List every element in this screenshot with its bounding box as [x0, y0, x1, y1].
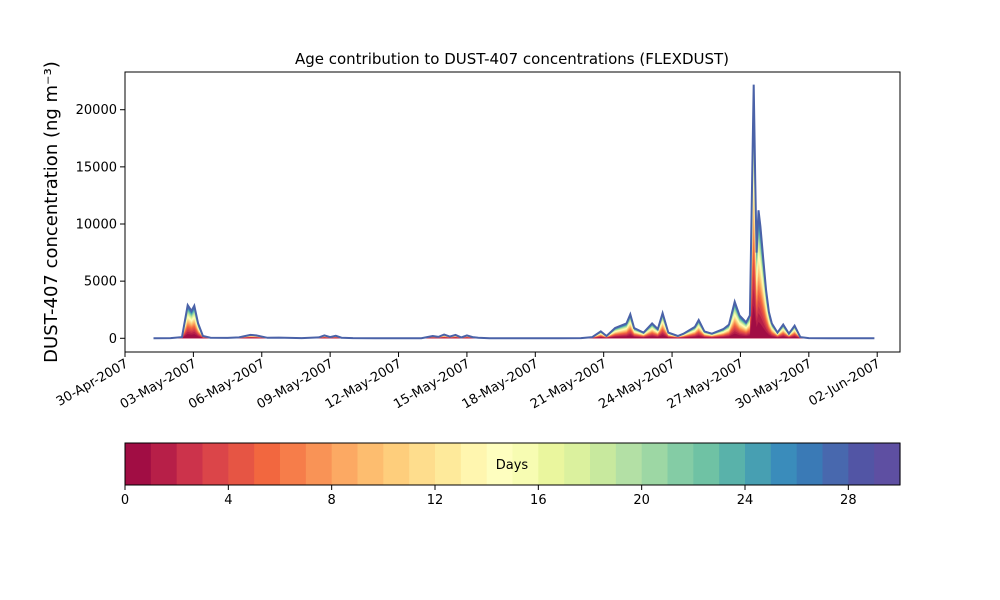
colorbar-tick-label: 8: [328, 493, 336, 508]
colorbar-cell: [228, 443, 255, 485]
y-axis-label: DUST-407 concentration (ng m⁻³): [41, 61, 62, 363]
colorbar-ticks: 0 4 8 12 16 20 24 28: [121, 485, 857, 508]
colorbar-tick-label: 0: [121, 493, 129, 508]
chart-title: Age contribution to DUST-407 concentrati…: [295, 50, 729, 68]
y-tick-label: 5000: [84, 275, 117, 290]
y-tick-label: 10000: [76, 218, 117, 233]
x-tick-label: 02-Jun-2007: [806, 356, 883, 409]
y-axis: 0 5000 10000 15000 20000: [76, 103, 125, 347]
colorbar-cell: [460, 443, 488, 485]
y-tick-label: 20000: [76, 103, 117, 118]
x-tick-label: 12-May-2007: [323, 356, 405, 412]
colorbar-cell: [693, 443, 720, 485]
colorbar-cell: [564, 443, 591, 485]
colorbar-tick-label: 28: [840, 493, 857, 508]
colorbar-cell: [202, 443, 229, 485]
colorbar-cell: [538, 443, 565, 485]
colorbar-cell: [796, 443, 824, 485]
colorbar-label: Days: [496, 458, 529, 473]
colorbar-cell: [745, 443, 772, 485]
x-tick-label: 06-May-2007: [186, 356, 268, 412]
x-tick-label: 15-May-2007: [391, 356, 473, 412]
colorbar-cell: [719, 443, 746, 485]
plot-area: [153, 84, 875, 340]
colorbar-cell: [770, 443, 798, 485]
x-tick-label: 27-May-2007: [665, 356, 747, 412]
colorbar-cell: [409, 443, 436, 485]
colorbar-tick-label: 24: [737, 493, 754, 508]
colorbar-cell: [512, 443, 539, 485]
x-tick-label: 03-May-2007: [118, 356, 200, 412]
colorbar-cell: [280, 443, 307, 485]
colorbar-cell: [874, 443, 901, 485]
age-colorbar: Days 0 4 8 12 16 20 24 28: [121, 442, 901, 508]
y-tick-label: 0: [109, 332, 117, 347]
y-tick-label: 15000: [76, 160, 117, 175]
colorbar-cell: [641, 443, 669, 485]
x-tick-label: 30-May-2007: [733, 356, 815, 412]
colorbar-cell: [125, 443, 152, 485]
colorbar-cell: [357, 443, 384, 485]
colorbar-cell: [667, 443, 694, 485]
colorbar-frame: [124, 442, 901, 486]
x-tick-label: 18-May-2007: [460, 356, 542, 412]
colorbar-tick-label: 20: [633, 493, 650, 508]
colorbar-cell: [254, 443, 281, 485]
age-stack-layers: [153, 84, 875, 339]
x-axis: 30-Apr-200703-May-200706-May-200709-May-…: [54, 352, 883, 412]
plot-frame: [124, 71, 901, 353]
colorbar-tick-label: 12: [427, 493, 444, 508]
colorbar-cell: [590, 443, 617, 485]
x-tick-label: 24-May-2007: [596, 356, 678, 412]
colorbar-cell: [435, 443, 462, 485]
series-line-total: [153, 84, 875, 340]
colorbar-cell: [486, 443, 514, 485]
colorbar-cell: [305, 443, 333, 485]
colorbar-tick-label: 16: [530, 493, 547, 508]
colorbar-cell: [176, 443, 204, 485]
colorbar-cells: [125, 443, 901, 485]
colorbar-cell: [822, 443, 849, 485]
colorbar-cell: [848, 443, 875, 485]
colorbar-cell: [383, 443, 410, 485]
colorbar-cell: [331, 443, 359, 485]
colorbar-cell: [615, 443, 643, 485]
colorbar-tick-label: 4: [224, 493, 232, 508]
colorbar-cell: [150, 443, 178, 485]
x-tick-label: 21-May-2007: [528, 356, 610, 412]
x-tick-label: 09-May-2007: [254, 356, 336, 412]
